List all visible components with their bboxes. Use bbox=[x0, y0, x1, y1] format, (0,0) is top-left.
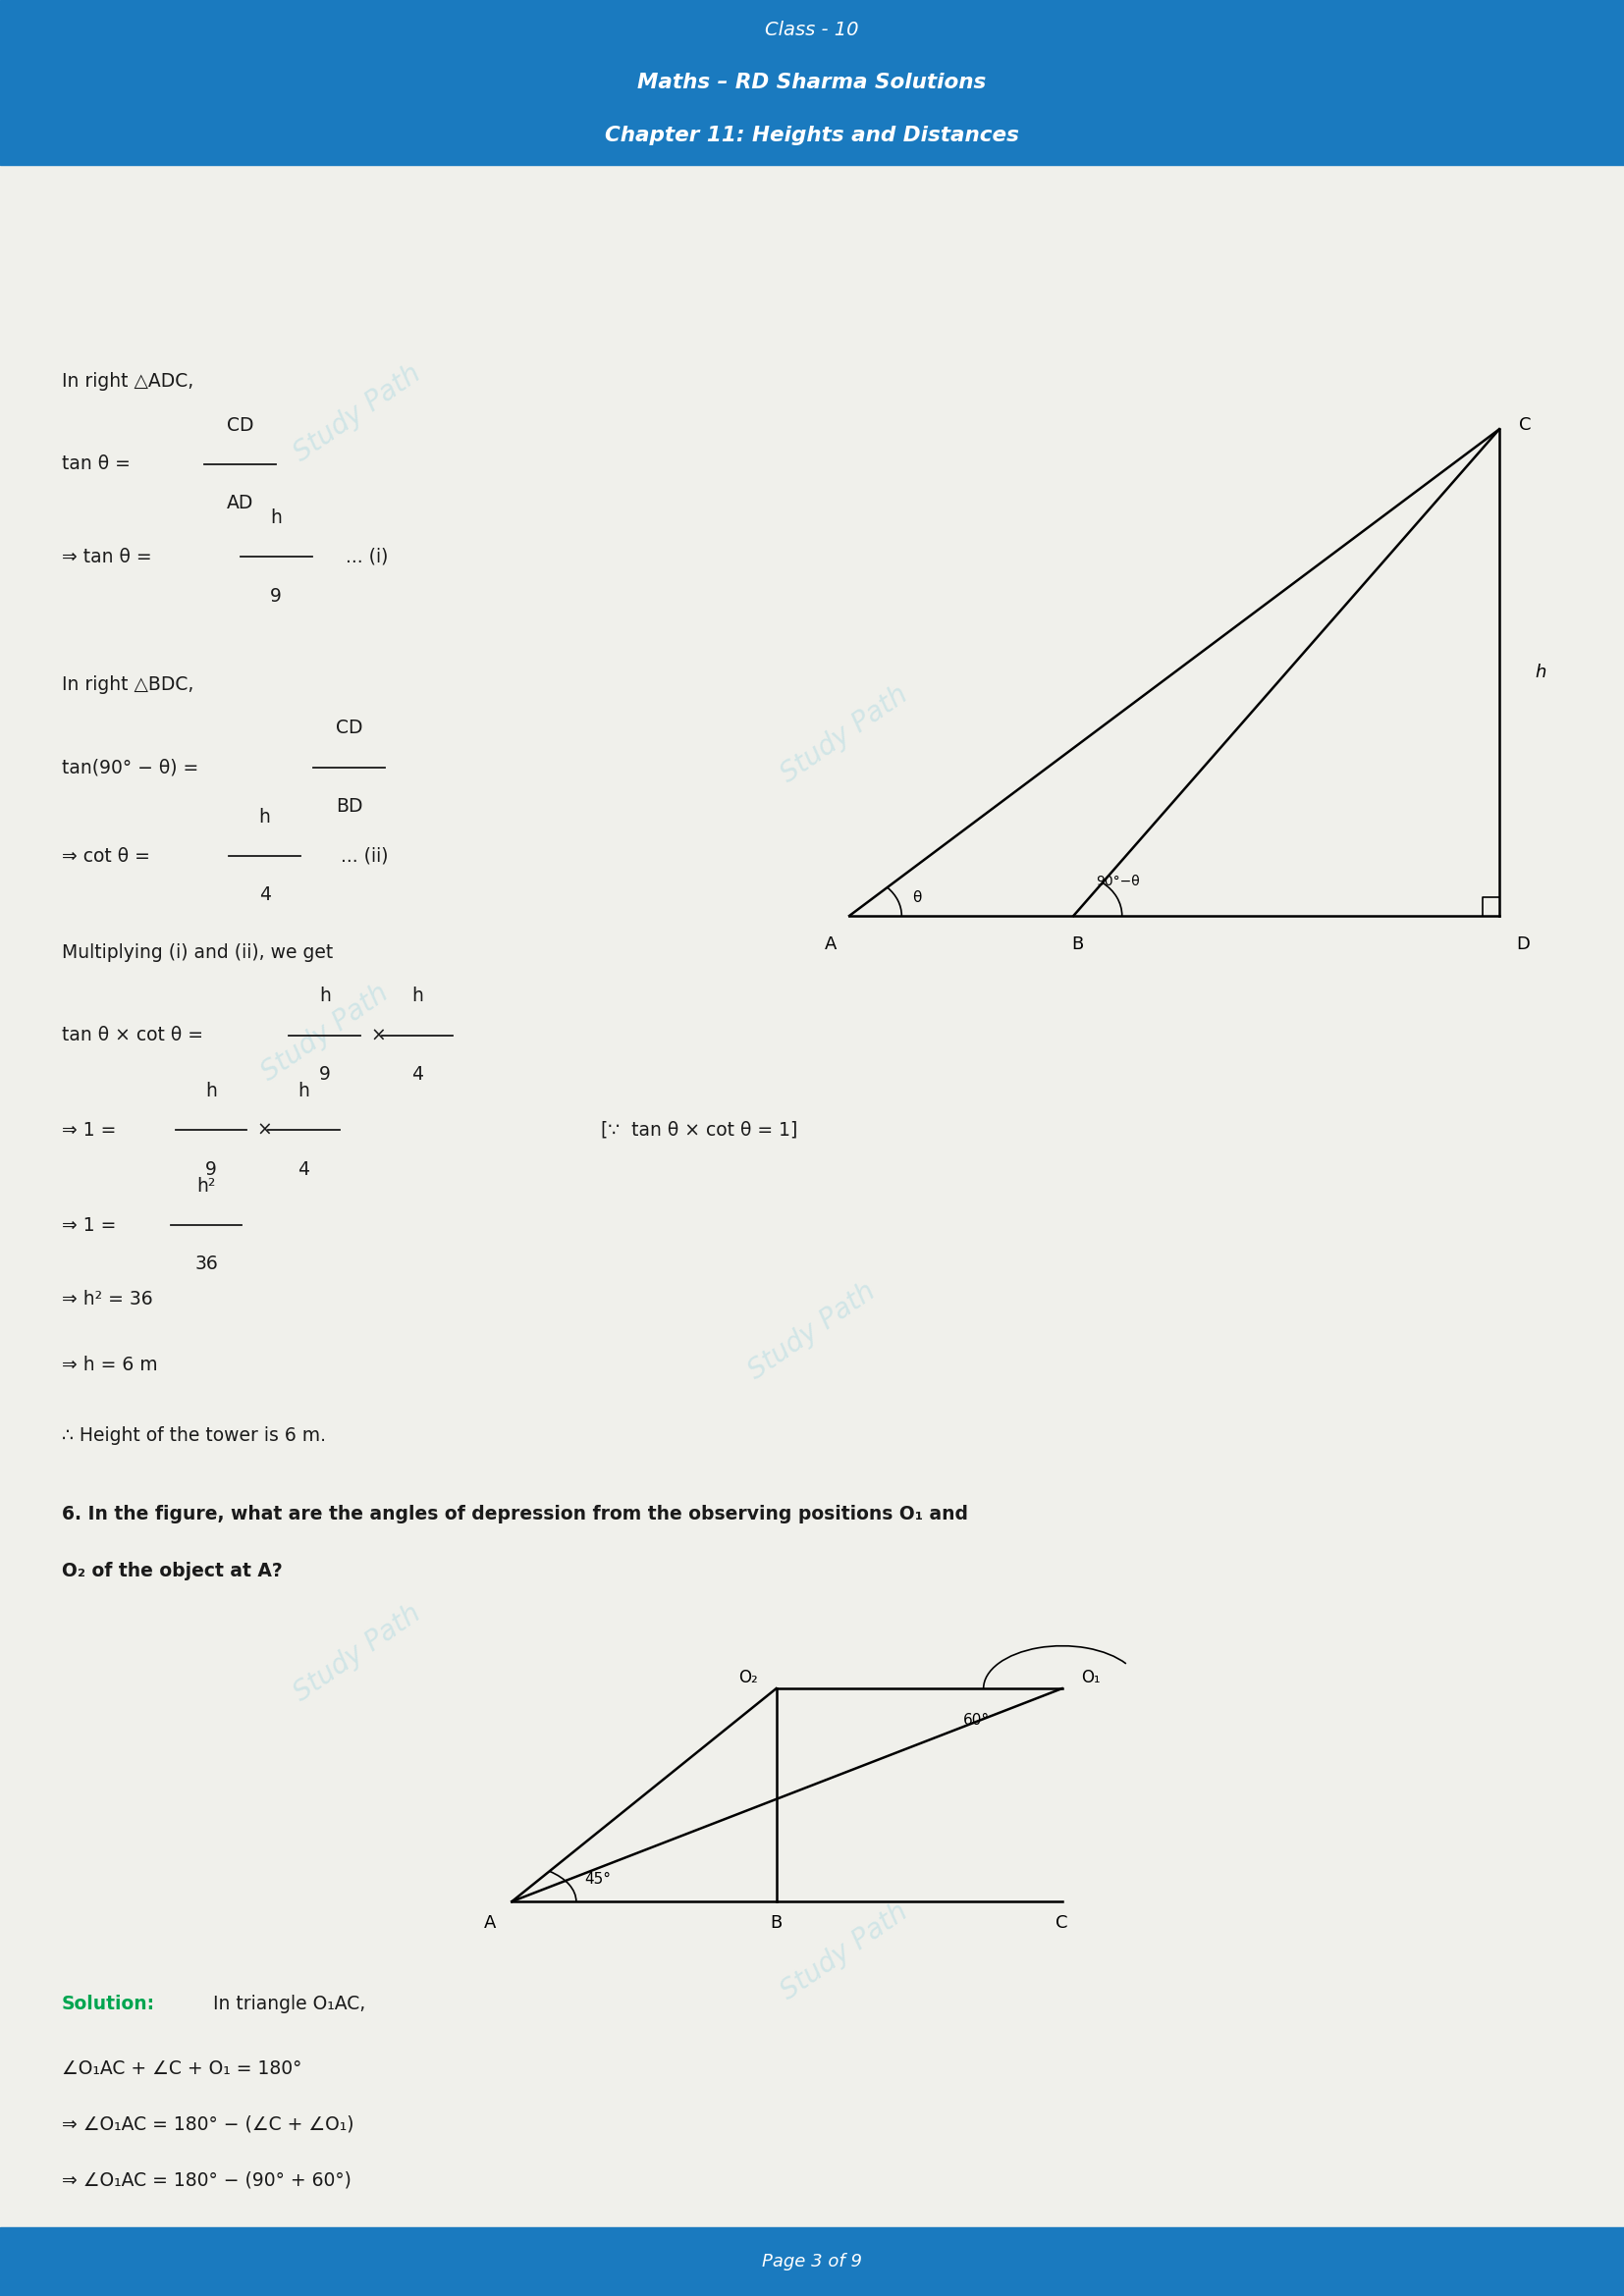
Text: ⇒ ∠O₁AC = 180° − (∠C + ∠O₁): ⇒ ∠O₁AC = 180° − (∠C + ∠O₁) bbox=[62, 2115, 354, 2133]
Text: AD: AD bbox=[227, 494, 253, 512]
Text: C: C bbox=[1056, 1915, 1069, 1931]
Text: A: A bbox=[825, 937, 836, 953]
Text: 9: 9 bbox=[318, 1065, 331, 1084]
Text: 4: 4 bbox=[411, 1065, 424, 1084]
Text: O₂: O₂ bbox=[737, 1669, 757, 1688]
Text: ×: × bbox=[370, 1026, 387, 1045]
Text: Multiplying (i) and (ii), we get: Multiplying (i) and (ii), we get bbox=[62, 944, 333, 962]
Text: 9: 9 bbox=[205, 1159, 218, 1178]
Text: h: h bbox=[205, 1081, 218, 1100]
Text: ⇒ 1 =: ⇒ 1 = bbox=[62, 1217, 115, 1235]
Text: 6. In the figure, what are the angles of depression from the observing positions: 6. In the figure, what are the angles of… bbox=[62, 1504, 968, 1522]
Text: Class - 10: Class - 10 bbox=[765, 21, 859, 39]
Text: tan θ × cot θ =: tan θ × cot θ = bbox=[62, 1026, 203, 1045]
Text: ⇒ tan θ =: ⇒ tan θ = bbox=[62, 549, 151, 567]
Text: ⇒ h = 6 m: ⇒ h = 6 m bbox=[62, 1357, 158, 1375]
Text: Solution:: Solution: bbox=[62, 1995, 156, 2014]
Text: 45°: 45° bbox=[585, 1871, 611, 1887]
Text: D: D bbox=[1517, 937, 1530, 953]
Text: Study Path: Study Path bbox=[257, 980, 393, 1086]
Text: B: B bbox=[770, 1915, 783, 1931]
Text: O₂ of the object at A?: O₂ of the object at A? bbox=[62, 1561, 283, 1580]
Text: 4: 4 bbox=[258, 886, 271, 905]
Text: Study Path: Study Path bbox=[744, 1279, 880, 1384]
Text: h: h bbox=[258, 808, 271, 827]
Text: 36: 36 bbox=[195, 1256, 218, 1274]
Text: C: C bbox=[1520, 416, 1531, 434]
Text: ⇒ cot θ =: ⇒ cot θ = bbox=[62, 847, 149, 866]
Text: h: h bbox=[1535, 664, 1546, 682]
Text: θ: θ bbox=[913, 891, 921, 905]
Text: O₁: O₁ bbox=[1082, 1669, 1101, 1688]
Text: h: h bbox=[318, 987, 331, 1006]
Text: Maths – RD Sharma Solutions: Maths – RD Sharma Solutions bbox=[638, 73, 986, 92]
Text: h: h bbox=[297, 1081, 310, 1100]
Text: ∠O₁AC + ∠C + O₁ = 180°: ∠O₁AC + ∠C + O₁ = 180° bbox=[62, 2060, 302, 2078]
Text: Study Path: Study Path bbox=[289, 360, 425, 466]
Text: ×: × bbox=[257, 1120, 273, 1139]
Text: In right △ADC,: In right △ADC, bbox=[62, 372, 193, 390]
Text: A: A bbox=[484, 1915, 497, 1931]
Text: B: B bbox=[1072, 937, 1083, 953]
Text: ⇒ ∠O₁AC = 180° − 150°: ⇒ ∠O₁AC = 180° − 150° bbox=[62, 2227, 289, 2248]
Text: Study Path: Study Path bbox=[289, 1600, 425, 1706]
Text: tan(90° − θ) =: tan(90° − θ) = bbox=[62, 758, 198, 776]
Text: h: h bbox=[411, 987, 424, 1006]
Text: h: h bbox=[270, 507, 283, 528]
Text: ⇒ ∠O₁AC = 180° − (90° + 60°): ⇒ ∠O₁AC = 180° − (90° + 60°) bbox=[62, 2170, 351, 2188]
Text: ⇒ h² = 36: ⇒ h² = 36 bbox=[62, 1290, 153, 1309]
Text: Study Path: Study Path bbox=[776, 682, 913, 788]
Text: Chapter 11: Heights and Distances: Chapter 11: Heights and Distances bbox=[604, 126, 1020, 145]
Text: Study Path: Study Path bbox=[776, 1899, 913, 2004]
Text: ... (ii): ... (ii) bbox=[341, 847, 388, 866]
Text: ... (i): ... (i) bbox=[346, 549, 388, 567]
Text: 9: 9 bbox=[270, 588, 283, 606]
Text: tan θ =: tan θ = bbox=[62, 455, 130, 473]
Text: ∴ Height of the tower is 6 m.: ∴ Height of the tower is 6 m. bbox=[62, 1426, 326, 1444]
Text: [∵  tan θ × cot θ = 1]: [∵ tan θ × cot θ = 1] bbox=[601, 1120, 797, 1139]
Text: CD: CD bbox=[227, 416, 253, 434]
Bar bbox=[0, 2227, 1624, 2296]
Text: In right △BDC,: In right △BDC, bbox=[62, 675, 193, 693]
Text: Page 3 of 9: Page 3 of 9 bbox=[762, 2252, 862, 2271]
Text: 90°−θ: 90°−θ bbox=[1096, 875, 1140, 889]
Text: In triangle O₁AC,: In triangle O₁AC, bbox=[213, 1995, 365, 2014]
Text: ⇒ 1 =: ⇒ 1 = bbox=[62, 1120, 115, 1139]
Bar bbox=[0, 0, 1624, 165]
Text: h²: h² bbox=[197, 1176, 216, 1196]
Text: 60°: 60° bbox=[963, 1713, 989, 1729]
Text: 4: 4 bbox=[297, 1159, 310, 1178]
Text: BD: BD bbox=[336, 797, 362, 815]
Text: CD: CD bbox=[336, 719, 362, 737]
